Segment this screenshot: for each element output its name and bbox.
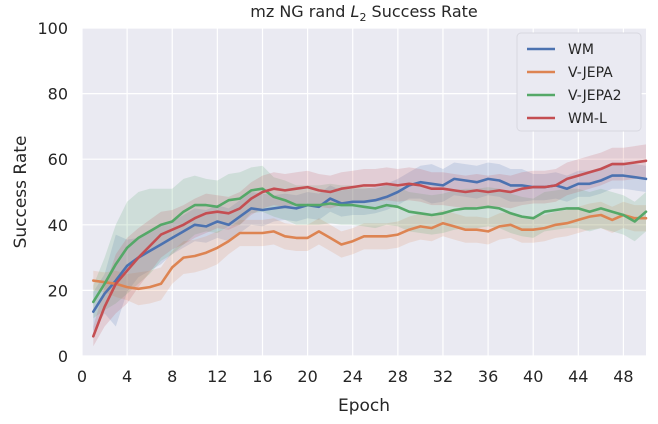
y-axis-title: Success Rate [11,136,31,249]
legend-label-v-jepa2: V-JEPA2 [568,88,622,104]
band-v-jepa [93,201,647,306]
band-wm-l [93,144,647,347]
x-tick-label: 4 [122,367,132,386]
x-tick-label: 28 [388,367,408,386]
confidence-bands [93,144,647,347]
x-tick-label: 12 [207,367,227,386]
x-tick-label: 24 [343,367,363,386]
x-tick-label: 0 [77,367,87,386]
legend-label-wm: WM [568,42,594,58]
x-tick-label: 40 [523,367,543,386]
y-tick-labels: 0 20 40 60 80 100 [37,19,68,366]
x-tick-label: 8 [167,367,177,386]
legend-label-v-jepa: V-JEPA [568,65,613,81]
legend: WM V-JEPA V-JEPA2 WM-L [516,32,642,132]
line-v-jepa [92,213,648,291]
chart-title: mz NG rand L2 Success Rate [250,2,477,24]
legend-label-wm-l: WM-L [568,111,607,127]
x-tick-label: 32 [433,367,453,386]
band-v-jepa2 [93,165,647,319]
y-tick-label: 0 [58,347,68,366]
y-tick-label: 40 [48,216,68,235]
band-wm [93,162,647,332]
y-tick-label: 80 [48,85,68,104]
x-tick-label: 44 [568,367,588,386]
line-v-jepa2 [92,187,648,304]
y-tick-label: 20 [48,281,68,300]
x-tick-label: 16 [252,367,272,386]
x-tick-labels: 0 4 8 12 16 20 24 28 32 36 40 44 48 [77,367,634,386]
legend-box [516,32,642,132]
line-wm-l [92,159,648,338]
x-tick-label: 20 [297,367,317,386]
x-axis-title: Epoch [338,396,390,416]
y-tick-label: 60 [48,150,68,169]
x-tick-label: 48 [613,367,633,386]
series-lines [92,159,648,338]
x-tick-label: 36 [478,367,498,386]
y-tick-label: 100 [37,19,68,38]
